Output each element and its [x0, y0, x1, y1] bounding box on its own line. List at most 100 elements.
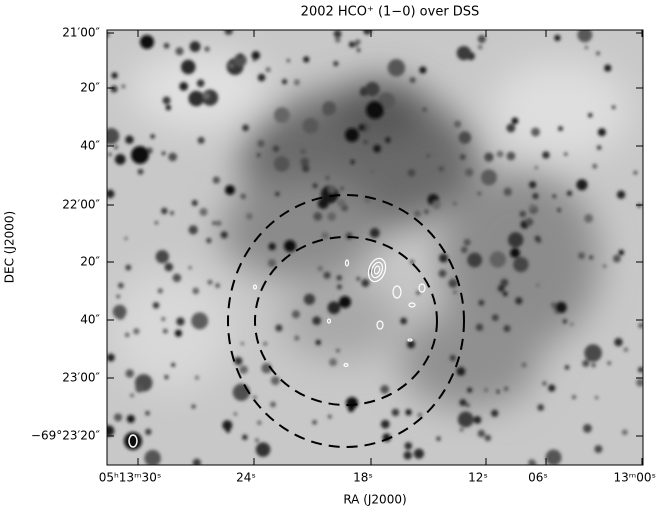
stars	[107, 30, 643, 465]
star	[121, 84, 126, 89]
star	[502, 291, 508, 297]
star	[207, 279, 213, 285]
star	[566, 190, 573, 197]
star	[188, 225, 198, 235]
star	[257, 153, 261, 157]
x-tick-label: 06ˢ	[528, 471, 548, 485]
contour	[392, 285, 402, 299]
star	[410, 260, 414, 264]
contour	[376, 320, 384, 330]
star	[515, 297, 523, 305]
star	[503, 187, 512, 196]
star	[327, 212, 336, 221]
star	[478, 299, 485, 306]
star	[358, 123, 366, 132]
star	[313, 212, 323, 221]
star	[226, 428, 231, 433]
star	[419, 66, 427, 74]
contour	[408, 302, 416, 308]
star	[312, 183, 318, 189]
star	[191, 312, 209, 330]
star	[529, 460, 537, 465]
star	[165, 104, 172, 111]
star	[380, 419, 390, 429]
star	[439, 253, 448, 263]
star	[618, 249, 625, 256]
star	[257, 73, 266, 82]
contour	[344, 259, 350, 267]
star	[578, 252, 585, 260]
star	[370, 169, 375, 174]
contour	[373, 265, 381, 275]
star	[480, 169, 497, 186]
star	[453, 202, 457, 206]
star	[414, 210, 421, 217]
star	[255, 438, 259, 443]
star	[124, 332, 130, 338]
star	[366, 101, 384, 119]
star	[346, 397, 358, 409]
star	[511, 117, 519, 125]
star	[475, 323, 484, 332]
star	[633, 170, 638, 175]
star	[174, 329, 183, 337]
star	[302, 117, 319, 134]
star	[537, 404, 545, 411]
star	[164, 375, 169, 380]
star	[293, 79, 300, 86]
star	[245, 212, 253, 220]
star	[157, 288, 163, 294]
star	[110, 85, 118, 93]
star	[188, 90, 205, 107]
star	[597, 128, 606, 137]
star	[261, 362, 272, 374]
star	[448, 278, 458, 288]
star	[545, 449, 562, 465]
star	[555, 301, 567, 314]
contour	[326, 318, 332, 324]
star	[135, 384, 144, 393]
frame	[106, 29, 644, 466]
star	[255, 442, 271, 457]
star	[548, 384, 556, 392]
star	[607, 361, 611, 365]
star	[426, 154, 431, 158]
star	[345, 232, 353, 240]
star	[281, 79, 288, 85]
star	[594, 445, 603, 453]
star	[616, 190, 626, 199]
star	[584, 344, 602, 362]
star	[345, 128, 359, 142]
star	[356, 276, 361, 281]
star	[638, 323, 643, 328]
contour	[367, 257, 387, 283]
star	[194, 375, 200, 380]
star	[275, 324, 283, 332]
star	[133, 328, 140, 335]
star	[322, 101, 337, 116]
star	[477, 191, 482, 196]
star	[638, 366, 643, 373]
star	[467, 252, 483, 268]
contour	[343, 362, 349, 368]
star	[363, 30, 372, 35]
star	[275, 191, 280, 197]
star	[251, 51, 261, 60]
star	[506, 123, 516, 133]
star	[172, 273, 182, 283]
star	[212, 176, 220, 184]
star	[407, 340, 416, 349]
star	[335, 37, 341, 43]
star	[124, 236, 128, 241]
star	[456, 45, 472, 61]
star	[637, 203, 642, 208]
star	[577, 30, 593, 43]
star	[317, 265, 323, 272]
star	[212, 221, 216, 225]
star	[405, 409, 412, 416]
star	[113, 413, 123, 422]
star	[300, 148, 307, 155]
star	[323, 271, 331, 279]
star	[327, 414, 332, 419]
star	[265, 67, 271, 73]
